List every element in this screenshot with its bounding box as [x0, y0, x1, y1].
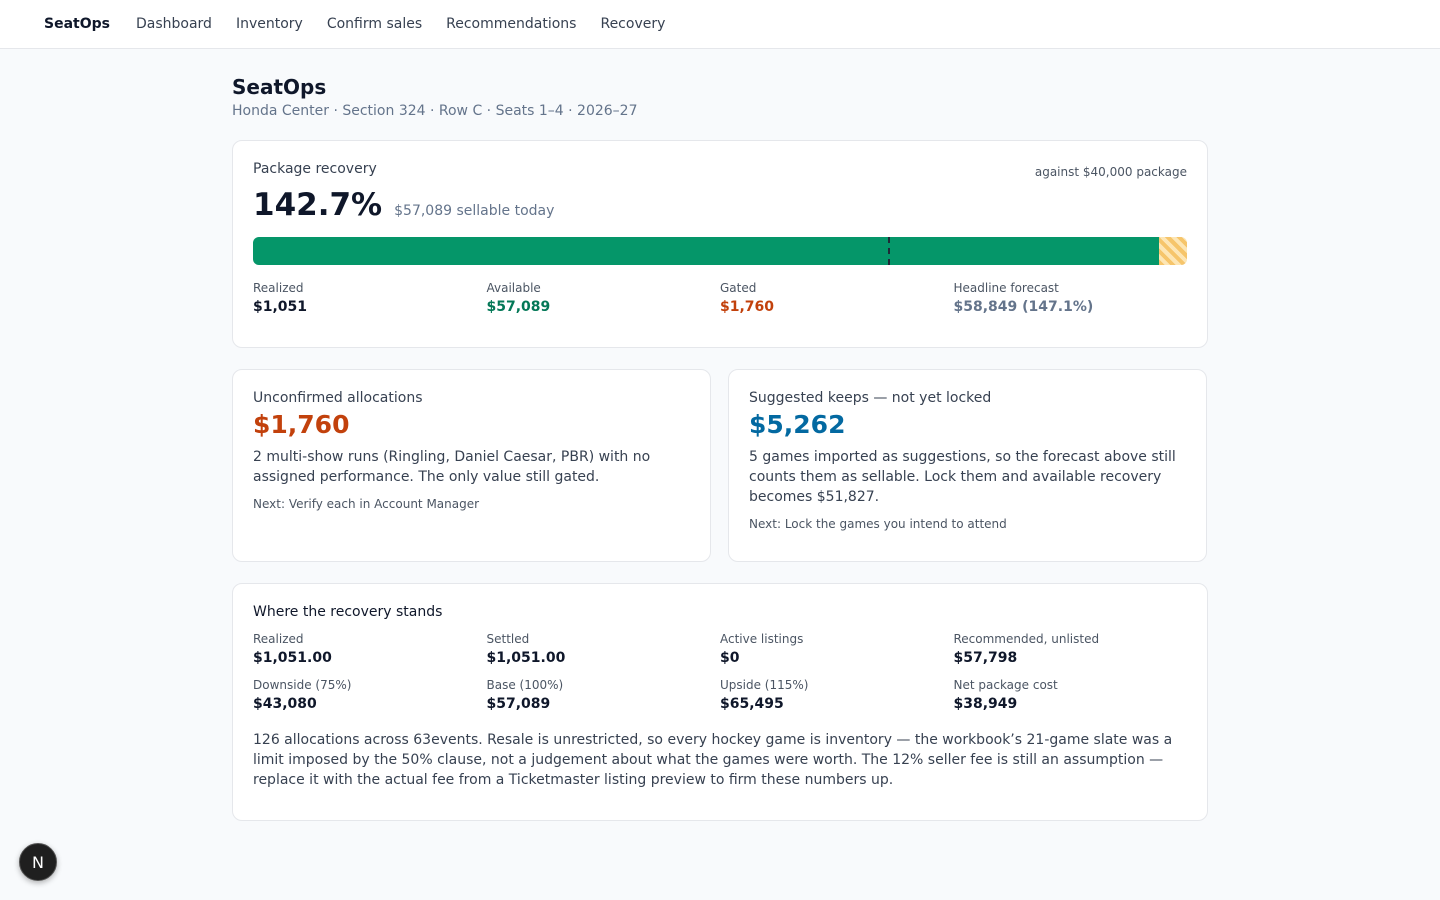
package-recovery-card: Package recovery against $40,000 package…: [232, 140, 1208, 348]
recovery-against: against $40,000 package: [1034, 165, 1187, 179]
stands-title: Where the recovery stands: [253, 604, 443, 620]
stat-label: Net package cost: [953, 678, 1058, 692]
recovery-progress-bar: [253, 237, 1187, 265]
stat-downside: Downside (75%) $43,080: [253, 678, 487, 712]
stat-label: Settled: [486, 632, 530, 646]
stat-value: $38,949: [953, 696, 1018, 712]
stat-label: Available: [486, 281, 541, 295]
recovery-percent: 142.7%: [253, 187, 383, 223]
recovery-label: Package recovery: [253, 161, 377, 177]
stat-label: Upside (115%): [720, 678, 809, 692]
stat-value: $1,760: [720, 299, 775, 315]
stat-upside: Upside (115%) $65,495: [720, 678, 954, 712]
stat-value: $57,089: [486, 299, 551, 315]
stat-gated: Gated $1,760: [720, 281, 954, 315]
recovery-sellable: $57,089 sellable today: [394, 203, 555, 219]
stat-realized: Realized $1,051: [253, 281, 487, 315]
stat-value: $57,798: [953, 650, 1018, 666]
stat-headline-forecast: Headline forecast $58,849 (147.1%): [954, 281, 1188, 315]
card-next-step: Next: Verify each in Account Manager: [253, 497, 480, 511]
card-next-step: Next: Lock the games you intend to atten…: [749, 517, 1007, 531]
stat-label: Downside (75%): [253, 678, 352, 692]
recovery-bar-gated: [1158, 237, 1187, 265]
stat-active-listings: Active listings $0: [720, 632, 954, 666]
recovery-headline: 142.7% $57,089 sellable today: [253, 187, 1187, 223]
brand-logo[interactable]: SeatOps: [44, 16, 110, 32]
recovery-stats: Realized $1,051 Available $57,089 Gated …: [253, 281, 1187, 315]
stat-value: $1,051.00: [253, 650, 332, 666]
nav-link-confirm-sales[interactable]: Confirm sales: [326, 16, 423, 32]
card-amount: $1,760: [253, 410, 350, 439]
main-content: SeatOps Honda Center · Section 324 · Row…: [232, 49, 1208, 821]
nextjs-icon[interactable]: N: [19, 843, 57, 881]
stat-value: $1,051: [253, 299, 308, 315]
suggested-keeps-card: Suggested keeps — not yet locked $5,262 …: [728, 369, 1207, 562]
stat-label: Realized: [253, 632, 304, 646]
nav-link-inventory[interactable]: Inventory: [235, 16, 303, 32]
recovery-bar-marker: [888, 237, 891, 265]
stat-value: $57,089: [486, 696, 551, 712]
stat-base: Base (100%) $57,089: [487, 678, 721, 712]
stands-note: 126 allocations across 63events. Resale …: [253, 732, 1173, 788]
card-description: 2 multi-show runs (Ringling, Daniel Caes…: [253, 449, 651, 485]
stat-value: $65,495: [720, 696, 784, 712]
page-subtitle: Honda Center · Section 324 · Row C · Sea…: [232, 103, 638, 119]
recovery-bar-available: [253, 237, 1159, 265]
stat-label: Realized: [253, 281, 304, 295]
nav-link-recovery[interactable]: Recovery: [600, 16, 666, 32]
card-amount: $5,262: [749, 410, 846, 439]
nav-link-recommendations[interactable]: Recommendations: [446, 16, 577, 32]
unconfirmed-allocations-card: Unconfirmed allocations $1,760 2 multi-s…: [232, 369, 711, 562]
stat-value: $58,849 (147.1%): [953, 299, 1094, 315]
stat-recommended-unlisted: Recommended, unlisted $57,798: [954, 632, 1188, 666]
top-nav: SeatOps Dashboard Inventory Confirm sale…: [0, 0, 1440, 49]
stat-value: $1,051.00: [486, 650, 566, 666]
nav-link-dashboard[interactable]: Dashboard: [135, 16, 212, 32]
stat-value: $43,080: [253, 696, 317, 712]
stands-stats: Realized $1,051.00 Settled $1,051.00 Act…: [253, 632, 1187, 712]
stat-net-package-cost: Net package cost $38,949: [954, 678, 1188, 712]
card-title: Suggested keeps — not yet locked: [749, 390, 992, 406]
stat-value: $0: [720, 650, 740, 666]
summary-cards: Unconfirmed allocations $1,760 2 multi-s…: [232, 369, 1208, 562]
stat-label: Recommended, unlisted: [953, 632, 1100, 646]
stat-label: Headline forecast: [953, 281, 1059, 295]
stat-settled: Settled $1,051.00: [487, 632, 721, 666]
stat-label: Base (100%): [486, 678, 564, 692]
recovery-stands-card: Where the recovery stands Realized $1,05…: [232, 583, 1208, 821]
stat-label: Gated: [720, 281, 757, 295]
stat-realized: Realized $1,051.00: [253, 632, 487, 666]
page-title: SeatOps: [232, 75, 327, 99]
stat-label: Active listings: [720, 632, 804, 646]
card-description: 5 games imported as suggestions, so the …: [749, 449, 1176, 505]
card-title: Unconfirmed allocations: [253, 390, 423, 406]
stat-available: Available $57,089: [487, 281, 721, 315]
